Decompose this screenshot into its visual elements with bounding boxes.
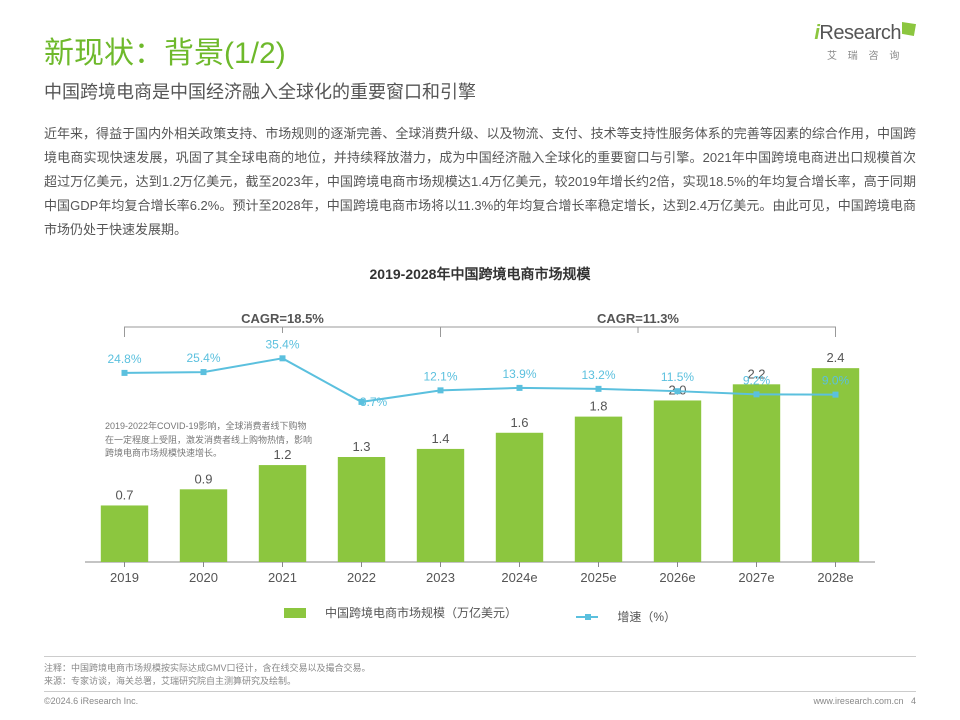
svg-text:13.2%: 13.2% xyxy=(581,368,615,382)
svg-text:2.4: 2.4 xyxy=(826,350,844,365)
svg-text:25.4%: 25.4% xyxy=(186,351,220,365)
body-paragraph: 近年来，得益于国内外相关政策支持、市场规则的逐渐完善、全球消费升级、以及物流、支… xyxy=(44,122,916,242)
footnote-1: 注释：中国跨境电商市场规模按实际达成GMV口径计，含在线交易以及撮合交易。 xyxy=(44,661,916,674)
svg-text:35.4%: 35.4% xyxy=(265,338,299,352)
svg-text:2028e: 2028e xyxy=(817,570,853,585)
svg-text:2026e: 2026e xyxy=(659,570,695,585)
svg-text:3.7%: 3.7% xyxy=(360,395,388,409)
footer-url: www.iresearch.com.cn xyxy=(813,696,903,706)
svg-text:2020: 2020 xyxy=(189,570,218,585)
legend-line: 增速（%） xyxy=(562,608,690,625)
page-number: 4 xyxy=(911,696,916,706)
brand-logo: iResearch 艾 瑞 咨 询 xyxy=(814,22,916,62)
svg-text:2019: 2019 xyxy=(110,570,139,585)
svg-text:1.4: 1.4 xyxy=(431,431,449,446)
market-size-chart: 2019 2020 2021 2022 2023 2024e 2025e 2026e 2027e… xyxy=(65,292,895,602)
svg-text:CAGR=11.3%: CAGR=11.3% xyxy=(597,311,679,326)
page-title: 新现状：背景(1/2) xyxy=(44,28,916,72)
legend-bar: 中国跨境电商市场规模（万亿美元） xyxy=(270,604,531,621)
footnote-2: 来源：专家访谈，海关总署，艾瑞研究院自主测算研究及绘制。 xyxy=(44,674,916,687)
svg-text:24.8%: 24.8% xyxy=(107,352,141,366)
svg-text:2025e: 2025e xyxy=(580,570,616,585)
svg-text:12.1%: 12.1% xyxy=(423,370,457,384)
svg-text:11.5%: 11.5% xyxy=(661,370,694,384)
svg-text:9.0%: 9.0% xyxy=(822,374,850,388)
svg-text:1.6: 1.6 xyxy=(510,415,528,430)
svg-text:2027e: 2027e xyxy=(738,570,774,585)
chart-legend: 中国跨境电商市场规模（万亿美元） 增速（%） xyxy=(44,604,916,625)
svg-text:2022: 2022 xyxy=(347,570,376,585)
svg-text:1.8: 1.8 xyxy=(589,399,607,414)
svg-text:2024e: 2024e xyxy=(501,570,537,585)
svg-text:CAGR=18.5%: CAGR=18.5% xyxy=(241,311,324,326)
svg-text:9.2%: 9.2% xyxy=(743,374,771,388)
chart-title: 2019-2028年中国跨境电商市场规模 xyxy=(44,264,916,284)
svg-text:1.3: 1.3 xyxy=(352,439,370,454)
svg-text:2023: 2023 xyxy=(426,570,455,585)
copyright: ©2024.6 iResearch Inc. xyxy=(44,696,138,706)
slide-footer: 注释：中国跨境电商市场规模按实际达成GMV口径计，含在线交易以及撮合交易。 来源… xyxy=(44,652,916,706)
page-subtitle: 中国跨境电商是中国经济融入全球化的重要窗口和引擎 xyxy=(44,78,916,104)
svg-text:2021: 2021 xyxy=(268,570,297,585)
svg-text:0.7: 0.7 xyxy=(115,488,133,503)
svg-text:13.9%: 13.9% xyxy=(502,367,536,381)
